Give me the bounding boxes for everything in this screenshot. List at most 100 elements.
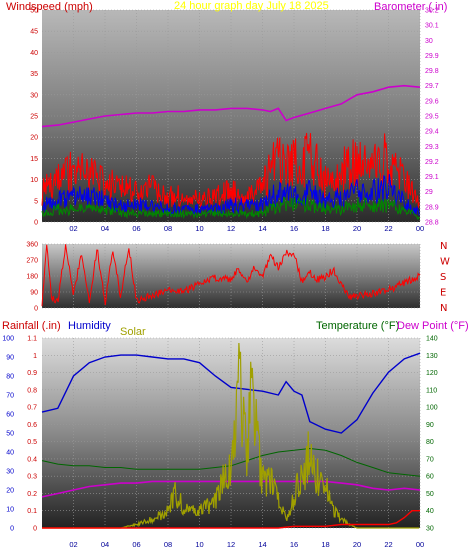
time-tick-label: 04 xyxy=(101,540,109,549)
rain-tick-label: 0.6 xyxy=(27,422,37,429)
time-tick-label: 02 xyxy=(69,540,77,549)
time-tick-label: 16 xyxy=(290,224,298,233)
temp-tick-label: 100 xyxy=(426,405,438,412)
temp-tick-label: 30 xyxy=(426,526,434,533)
time-tick-label: 00 xyxy=(416,540,424,549)
humidity-axis-title: Humidity xyxy=(68,320,111,332)
humidity-line xyxy=(41,352,421,434)
climate-plot xyxy=(41,342,421,529)
wind-tick-label: 20 xyxy=(30,135,38,142)
rain-tick-label: 0.9 xyxy=(27,370,37,377)
tick-labels: 0510152025303540455028.828.92929.129.229… xyxy=(2,8,450,550)
baro-tick-label: 29.5 xyxy=(425,114,439,121)
wind-direction-line xyxy=(41,244,421,307)
humidity-tick-label: 100 xyxy=(2,336,14,343)
rain-tick-label: 0.3 xyxy=(27,474,37,481)
temp-tick-label: 110 xyxy=(426,387,437,394)
panel-climate-background xyxy=(42,338,420,528)
barometer-axis-title: Barometer (.in) xyxy=(374,1,447,13)
time-tick-label: 02 xyxy=(69,224,77,233)
baro-tick-label: 29.3 xyxy=(425,144,439,151)
baro-tick-label: 29.6 xyxy=(425,98,439,105)
wind-tick-label: 15 xyxy=(30,156,38,163)
humidity-tick-label: 30 xyxy=(6,469,14,476)
direction-tick-label: 180 xyxy=(26,274,38,281)
humidity-tick-label: 20 xyxy=(6,488,14,495)
time-tick-label: 12 xyxy=(227,540,235,549)
wind-series-wind_green xyxy=(41,196,420,220)
time-tick-label: 10 xyxy=(195,224,203,233)
time-tick-label: 22 xyxy=(384,224,392,233)
wind-tick-label: 50 xyxy=(30,8,38,15)
baro-tick-label: 30 xyxy=(425,38,433,45)
baro-tick-label: 28.8 xyxy=(425,220,439,227)
baro-tick-label: 29.2 xyxy=(425,159,439,166)
rainfall-line xyxy=(42,510,420,529)
time-tick-label: 06 xyxy=(132,540,140,549)
baro-tick-label: 28.9 xyxy=(425,204,439,211)
rain-tick-label: 0.1 xyxy=(27,508,37,515)
solar-axis-title: Solar xyxy=(120,326,146,338)
time-tick-label: 08 xyxy=(164,224,172,233)
rain-tick-label: 0.2 xyxy=(27,491,37,498)
temp-tick-label: 80 xyxy=(426,439,434,446)
baro-tick-label: 29.8 xyxy=(425,68,439,75)
rain-tick-label: 0.4 xyxy=(27,456,37,463)
barometer-line xyxy=(41,84,421,128)
humidity-tick-label: 60 xyxy=(6,412,14,419)
compass-label: E xyxy=(440,288,446,299)
rain-tick-label: 0.7 xyxy=(27,405,37,412)
chart-title: 24 hour graph day July 18 2025 xyxy=(174,0,329,12)
time-tick-label: 14 xyxy=(258,540,266,549)
direction-tick-label: 0 xyxy=(34,306,38,313)
temp-tick-label: 70 xyxy=(426,456,434,463)
temp-tick-label: 130 xyxy=(426,353,438,360)
humidity-tick-label: 70 xyxy=(6,393,14,400)
time-tick-label: 04 xyxy=(101,224,109,233)
wind-tick-label: 10 xyxy=(30,177,38,184)
time-tick-label: 16 xyxy=(290,540,298,549)
wind-series-wind_blue xyxy=(41,173,420,217)
rain-tick-label: 0.5 xyxy=(27,439,37,446)
time-tick-label: 06 xyxy=(132,224,140,233)
humidity-tick-label: 50 xyxy=(6,431,14,438)
humidity-tick-label: 90 xyxy=(6,355,14,362)
time-tick-label: 20 xyxy=(353,540,361,549)
temp-tick-label: 50 xyxy=(426,491,434,498)
temp-tick-label: 40 xyxy=(426,508,434,515)
time-tick-label: 00 xyxy=(416,224,424,233)
rainfall-axis-title: Rainfall (.in) xyxy=(2,320,61,332)
compass-label: S xyxy=(440,272,446,283)
time-tick-label: 22 xyxy=(384,540,392,549)
wind-tick-label: 35 xyxy=(30,71,38,78)
baro-tick-label: 29.4 xyxy=(425,129,439,136)
temp-tick-label: 60 xyxy=(426,474,434,481)
time-tick-label: 18 xyxy=(321,540,329,549)
time-tick-label: 20 xyxy=(353,224,361,233)
rain-tick-label: 1.1 xyxy=(27,336,37,343)
wind-tick-label: 45 xyxy=(30,29,38,36)
rain-tick-label: 0.8 xyxy=(27,387,37,394)
time-tick-label: 18 xyxy=(321,224,329,233)
baro-tick-label: 29.9 xyxy=(425,53,439,60)
rain-tick-label: 1 xyxy=(33,353,37,360)
compass-label: W xyxy=(440,257,450,268)
time-tick-label: 14 xyxy=(258,224,266,233)
baro-tick-label: 29 xyxy=(425,189,433,196)
time-tick-label: 12 xyxy=(227,224,235,233)
compass-label: N xyxy=(440,303,447,314)
time-tick-label: 10 xyxy=(195,540,203,549)
baro-tick-label: 30.1 xyxy=(425,23,439,30)
temp-tick-label: 140 xyxy=(426,336,438,343)
wind-tick-label: 0 xyxy=(34,220,38,227)
baro-tick-label: 29.7 xyxy=(425,83,439,90)
direction-tick-label: 360 xyxy=(26,242,38,249)
compass-label: N xyxy=(440,241,447,252)
rain-tick-label: 0 xyxy=(33,526,37,533)
wind-tick-label: 30 xyxy=(30,92,38,99)
humidity-tick-label: 0 xyxy=(10,526,14,533)
temp-tick-label: 120 xyxy=(426,370,438,377)
humidity-tick-label: 80 xyxy=(6,374,14,381)
wind-axis-title: Windspeed (mph) xyxy=(6,1,93,13)
